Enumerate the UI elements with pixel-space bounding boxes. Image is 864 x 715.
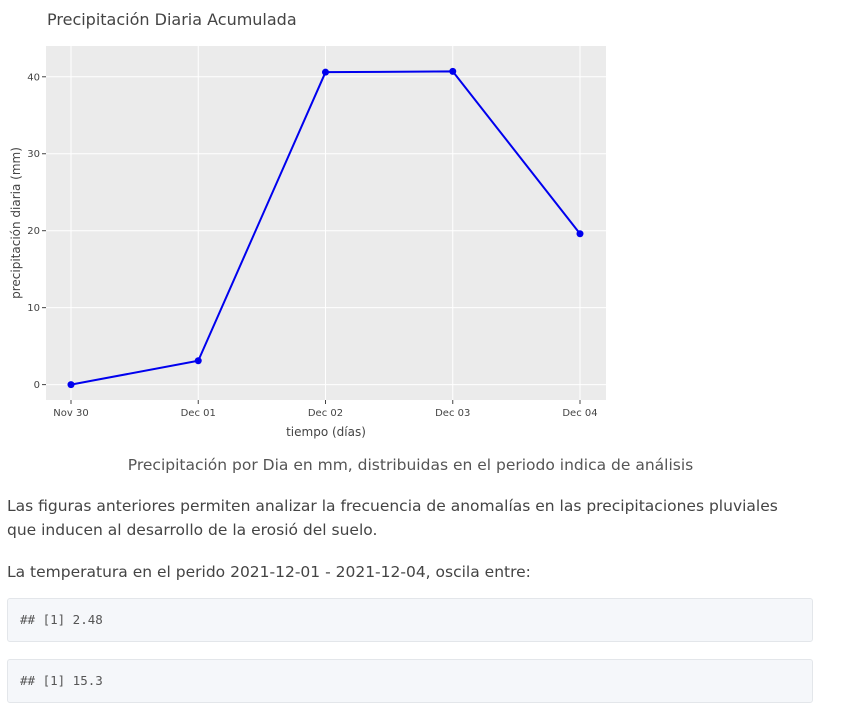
x-axis-title: tiempo (días): [286, 425, 366, 439]
chart-svg: 0 10 20 30 40 Nov 30 Dec 01 Dec 02 Dec 03 Dec 04 t…: [9, 46, 606, 439]
y-tick-label: 30: [27, 149, 40, 160]
data-point: [449, 67, 457, 75]
data-point: [322, 68, 329, 76]
x-tick-label: Dec 01: [181, 408, 216, 419]
x-tick-label: Dec 03: [435, 408, 470, 419]
x-tick-label: Nov 30: [53, 408, 88, 419]
x-tick-label: Dec 04: [562, 408, 597, 419]
y-tick-label: 40: [27, 72, 40, 83]
code-output-min: ## [1] 2.48: [7, 598, 813, 642]
analysis-paragraph: Las figuras anteriores permiten analizar…: [7, 497, 778, 539]
temperature-paragraph: La temperatura en el perido 2021-12-01 -…: [7, 563, 531, 581]
figure-caption: Precipitación por Dia en mm, distribuida…: [127, 456, 694, 474]
chart-title: Precipitación Diaria Acumulada: [47, 10, 297, 29]
data-point: [194, 357, 202, 365]
data-point: [67, 381, 75, 389]
x-tick-label: Dec 02: [308, 408, 343, 419]
y-tick-label: 20: [27, 226, 40, 237]
code-output-max: ## [1] 15.3: [7, 659, 813, 703]
data-point: [576, 230, 584, 238]
y-tick-label: 0: [34, 380, 40, 391]
y-tick-label: 10: [27, 303, 40, 314]
precipitation-chart: Precipitación Diaria Acumulada 0 10 20 30 40…: [0, 0, 640, 445]
y-axis-title: precipitación diaria (mm): [9, 147, 23, 299]
